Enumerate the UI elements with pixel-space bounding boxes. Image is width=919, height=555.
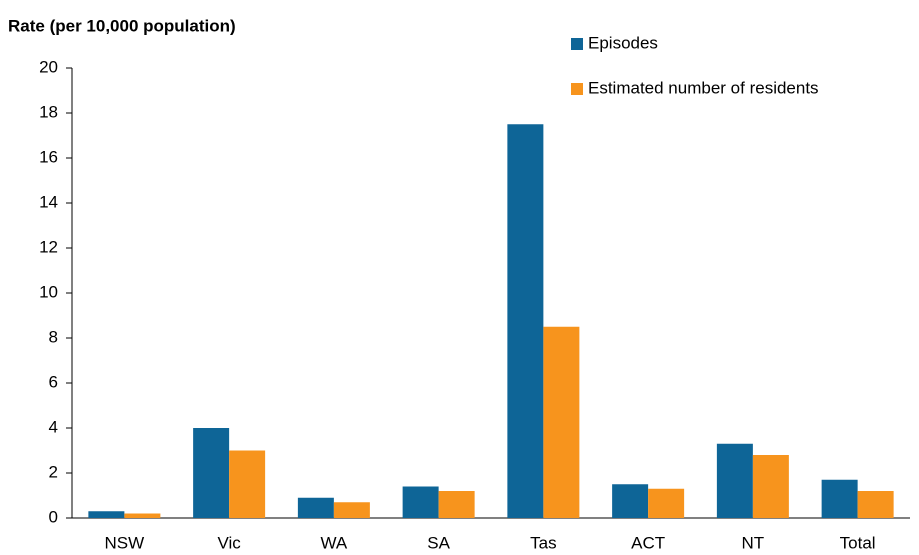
y-tick-label: 10 <box>39 282 58 301</box>
bar <box>821 479 858 518</box>
y-tick-label: 8 <box>49 327 58 346</box>
y-tick-label: 16 <box>39 147 58 166</box>
x-tick-label: Tas <box>530 533 556 552</box>
y-tick-label: 2 <box>49 462 58 481</box>
x-tick-label: SA <box>427 533 450 552</box>
x-tick-label: NSW <box>105 533 145 552</box>
y-tick-label: 14 <box>39 192 58 211</box>
bar <box>612 484 649 518</box>
x-tick-label: WA <box>320 533 347 552</box>
x-tick-label: Vic <box>217 533 241 552</box>
bar <box>857 491 894 518</box>
bar <box>88 511 125 518</box>
legend-swatch <box>571 38 583 50</box>
legend-label: Estimated number of residents <box>588 78 819 97</box>
bar <box>507 124 544 518</box>
bar <box>543 326 580 518</box>
x-tick-label: Total <box>840 533 876 552</box>
y-tick-label: 6 <box>49 372 58 391</box>
bar <box>648 488 685 518</box>
chart-title: Rate (per 10,000 population) <box>8 16 236 35</box>
legend-label: Episodes <box>588 33 658 52</box>
bar <box>124 513 161 518</box>
x-tick-label: NT <box>742 533 765 552</box>
y-tick-label: 4 <box>49 417 58 436</box>
bar <box>229 450 266 518</box>
x-tick-label: ACT <box>631 533 665 552</box>
y-tick-label: 12 <box>39 237 58 256</box>
bar <box>297 497 334 518</box>
bar <box>193 428 230 518</box>
y-tick-label: 18 <box>39 102 58 121</box>
bar <box>402 486 439 518</box>
bar <box>752 455 789 518</box>
y-tick-label: 0 <box>49 507 58 526</box>
y-tick-label: 20 <box>39 57 58 76</box>
bar <box>438 491 475 518</box>
bar <box>716 443 753 518</box>
legend-swatch <box>571 83 583 95</box>
bar <box>333 502 370 518</box>
